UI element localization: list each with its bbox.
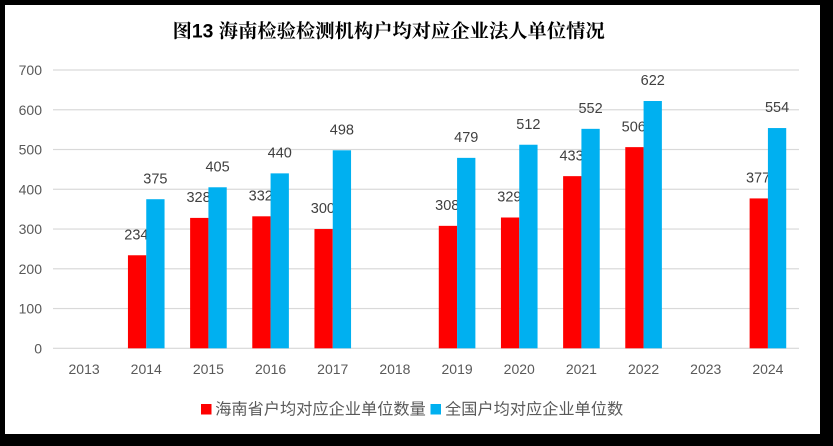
- svg-text:308: 308: [435, 198, 459, 214]
- svg-text:433: 433: [559, 148, 583, 164]
- svg-text:2014: 2014: [131, 361, 162, 377]
- svg-text:100: 100: [19, 301, 43, 317]
- svg-text:234: 234: [124, 227, 148, 243]
- svg-text:200: 200: [19, 261, 43, 277]
- svg-text:329: 329: [497, 190, 521, 206]
- svg-text:332: 332: [249, 189, 273, 205]
- svg-text:2023: 2023: [690, 361, 721, 377]
- svg-text:600: 600: [19, 102, 43, 118]
- svg-text:2017: 2017: [317, 361, 348, 377]
- svg-text:500: 500: [19, 142, 43, 158]
- svg-text:2018: 2018: [379, 361, 410, 377]
- svg-text:405: 405: [205, 159, 229, 175]
- svg-text:2024: 2024: [752, 361, 783, 377]
- svg-text:375: 375: [143, 171, 167, 187]
- svg-text:554: 554: [765, 100, 789, 116]
- svg-text:0: 0: [34, 340, 42, 356]
- svg-text:440: 440: [268, 146, 292, 162]
- svg-text:328: 328: [186, 190, 210, 206]
- svg-text:2013: 2013: [69, 361, 100, 377]
- svg-text:2019: 2019: [442, 361, 473, 377]
- svg-text:2020: 2020: [504, 361, 535, 377]
- svg-text:2016: 2016: [255, 361, 286, 377]
- svg-text:300: 300: [311, 201, 335, 217]
- svg-text:506: 506: [622, 119, 646, 135]
- svg-text:300: 300: [19, 221, 43, 237]
- svg-text:479: 479: [454, 130, 478, 146]
- svg-text:2021: 2021: [566, 361, 597, 377]
- svg-text:622: 622: [641, 73, 665, 89]
- svg-text:400: 400: [19, 181, 43, 197]
- svg-text:512: 512: [516, 117, 540, 133]
- svg-text:13: 13: [192, 22, 214, 43]
- svg-text:377: 377: [746, 171, 770, 187]
- svg-text:552: 552: [578, 101, 602, 117]
- svg-text:2015: 2015: [193, 361, 224, 377]
- svg-text:2022: 2022: [628, 361, 659, 377]
- svg-text:700: 700: [19, 62, 43, 78]
- svg-text:498: 498: [330, 123, 354, 139]
